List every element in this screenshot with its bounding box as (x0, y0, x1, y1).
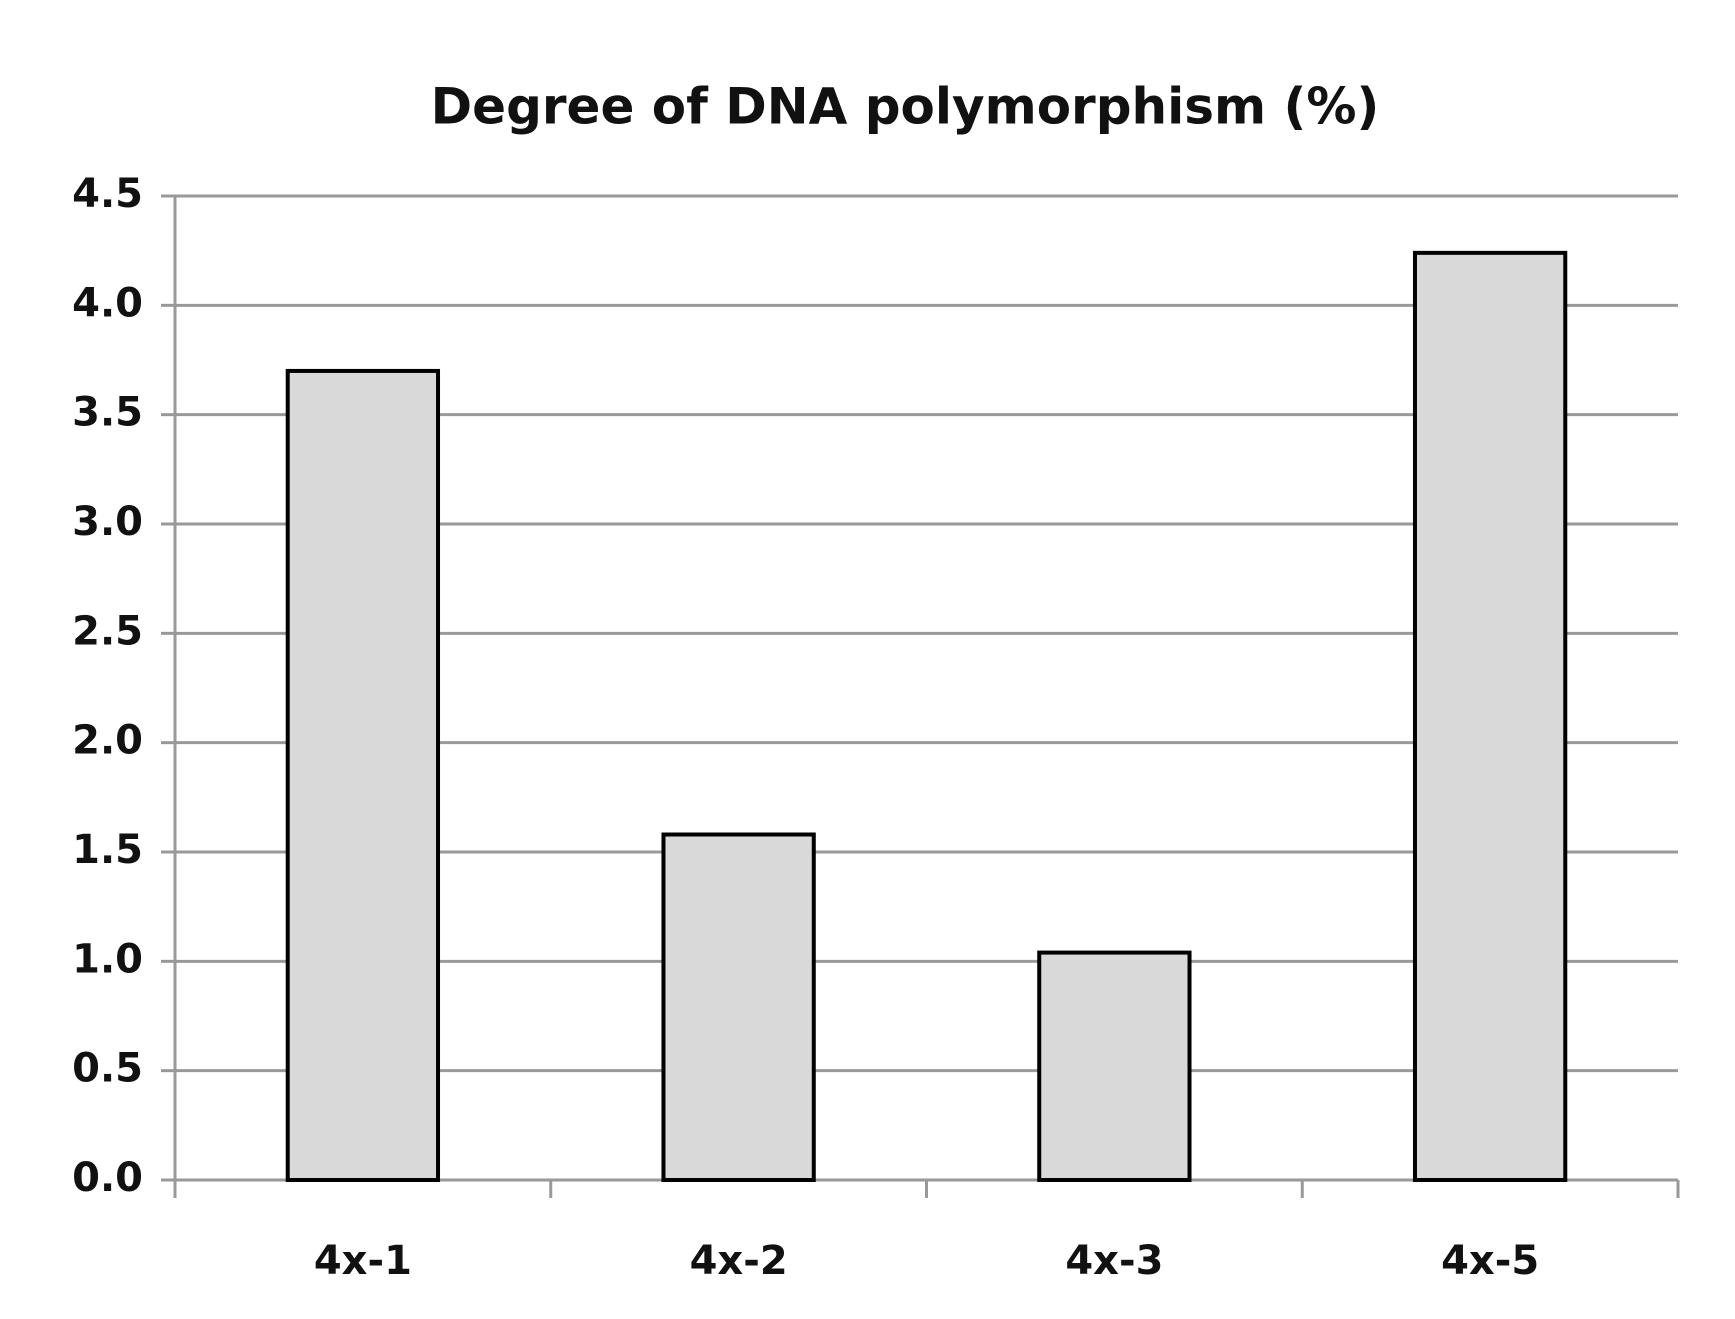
y-tick-label: 4.5 (72, 171, 143, 217)
y-tick-label: 4.0 (72, 280, 143, 326)
x-tick-label: 4x-1 (314, 1238, 412, 1284)
y-tick-label: 3.0 (72, 499, 143, 545)
y-tick-label: 1.5 (72, 827, 143, 873)
y-tick-label: 1.0 (72, 936, 143, 982)
bar (285, 368, 441, 1182)
y-tick-label: 2.5 (72, 608, 143, 654)
y-tick-label: 0.0 (72, 1155, 143, 1201)
bar (1412, 250, 1568, 1182)
y-tick-label: 0.5 (72, 1046, 143, 1092)
y-tick-label: 3.5 (72, 390, 143, 436)
x-tick-label: 4x-2 (690, 1238, 788, 1284)
bar (661, 832, 816, 1182)
bar (1037, 950, 1192, 1182)
x-tick-label: 4x-5 (1441, 1238, 1539, 1284)
y-tick-label: 2.0 (72, 718, 143, 764)
x-tick-label: 4x-3 (1065, 1238, 1163, 1284)
chart-title: Degree of DNA polymorphism (%) (431, 78, 1380, 136)
